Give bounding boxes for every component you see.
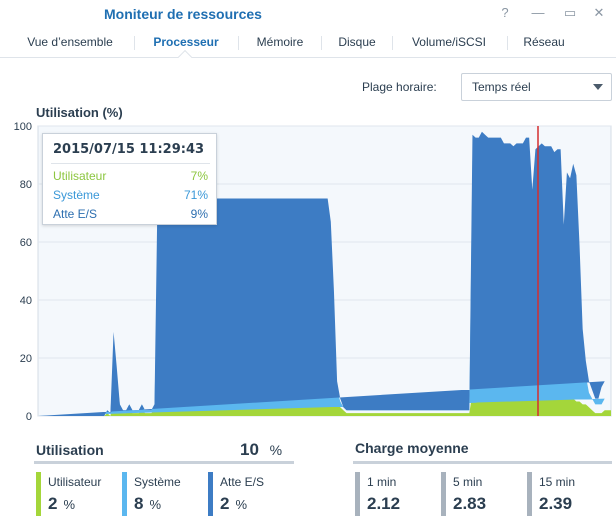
- load-15min-label: 15 min: [539, 475, 576, 489]
- value-unit: %: [63, 497, 76, 512]
- tooltip-label: Atte E/S: [53, 207, 98, 221]
- load-15min-bar: [527, 472, 532, 516]
- chart-tooltip: 2015/07/15 11:29:43 Utilisateur 7% Systè…: [42, 133, 217, 225]
- stat-system-value: 8%: [134, 494, 161, 514]
- title-bar: Moniteur de ressources ? — ▭ ✕: [0, 0, 616, 28]
- y-tick-label: 0: [26, 411, 32, 423]
- cpu-usage-chart: 0 20 40 60 80 100: [14, 121, 612, 423]
- utilisation-rule: [34, 461, 294, 464]
- stat-user-value: 2%: [48, 494, 75, 514]
- tooltip-divider: [51, 163, 210, 164]
- minimize-icon[interactable]: —: [531, 5, 545, 20]
- close-icon[interactable]: ✕: [593, 5, 605, 20]
- y-tick-label: 100: [14, 121, 32, 133]
- tab-divider: [321, 36, 322, 50]
- value-number: 8: [134, 494, 144, 513]
- time-range-select[interactable]: Temps réel: [461, 73, 612, 101]
- time-range-label: Plage horaire:: [362, 80, 437, 94]
- tab-disk[interactable]: Disque: [338, 35, 376, 49]
- load-5min-label: 5 min: [453, 475, 483, 489]
- value-number: 2: [220, 494, 230, 513]
- tooltip-label: Utilisateur: [53, 169, 107, 183]
- load-1min-bar: [355, 472, 360, 516]
- system-color-bar: [122, 472, 127, 516]
- utilisation-title: Utilisation: [36, 442, 104, 458]
- chevron-down-icon: [593, 84, 603, 90]
- load-average-title: Charge moyenne: [355, 440, 469, 456]
- load-5min-value: 2.83: [453, 494, 487, 513]
- value-number: 2: [48, 494, 58, 513]
- tab-bar: Vue d’ensemble Processeur Mémoire Disque…: [0, 28, 616, 58]
- tooltip-value: 9%: [190, 207, 208, 221]
- io-wait-color-bar: [208, 472, 213, 516]
- tab-divider: [507, 36, 508, 50]
- tooltip-value: 7%: [190, 169, 208, 183]
- tooltip-row-system: Système 71%: [53, 188, 208, 202]
- stat-system-label: Système: [134, 475, 181, 489]
- tooltip-value: 71%: [183, 188, 208, 202]
- stat-user-label: Utilisateur: [48, 475, 102, 489]
- load-1min-value: 2.12: [367, 494, 401, 513]
- tooltip-row-user: Utilisateur 7%: [53, 169, 208, 183]
- value-unit: %: [235, 497, 248, 512]
- load-15min-value: 2.39: [539, 494, 573, 513]
- tooltip-row-io-wait: Atte E/S 9%: [53, 207, 208, 221]
- utilisation-total: 10 %: [240, 440, 282, 460]
- tooltip-timestamp: 2015/07/15 11:29:43: [53, 142, 205, 157]
- user-color-bar: [36, 472, 41, 516]
- y-tick-label: 20: [20, 353, 32, 365]
- y-tick-label: 80: [20, 179, 32, 191]
- load-average-rule: [353, 461, 612, 464]
- tooltip-label: Système: [53, 188, 100, 202]
- time-range-value: Temps réel: [472, 80, 531, 94]
- value-unit: %: [149, 497, 162, 512]
- chart-title: Utilisation (%): [36, 105, 123, 120]
- utilisation-total-unit: %: [269, 442, 283, 458]
- tab-network[interactable]: Réseau: [523, 35, 565, 49]
- tab-divider: [134, 36, 135, 50]
- load-5min-bar: [441, 472, 446, 516]
- tab-overview[interactable]: Vue d’ensemble: [27, 35, 113, 49]
- utilisation-total-value: 10: [240, 440, 259, 459]
- tab-volume-iscsi[interactable]: Volume/iSCSI: [411, 35, 487, 49]
- load-1min-label: 1 min: [367, 475, 397, 489]
- tab-divider: [392, 36, 393, 50]
- stat-io-wait-value: 2%: [220, 494, 247, 514]
- tab-processor[interactable]: Processeur: [153, 35, 219, 49]
- maximize-icon[interactable]: ▭: [563, 5, 577, 20]
- tab-memory[interactable]: Mémoire: [256, 35, 304, 49]
- stat-io-wait-label: Atte E/S: [220, 475, 265, 489]
- window-title: Moniteur de ressources: [104, 6, 262, 22]
- y-tick-label: 60: [20, 237, 32, 249]
- y-tick-label: 40: [20, 295, 32, 307]
- tab-divider: [238, 36, 239, 50]
- y-axis-ticks: 0 20 40 60 80 100: [14, 121, 32, 423]
- help-icon[interactable]: ?: [501, 5, 509, 20]
